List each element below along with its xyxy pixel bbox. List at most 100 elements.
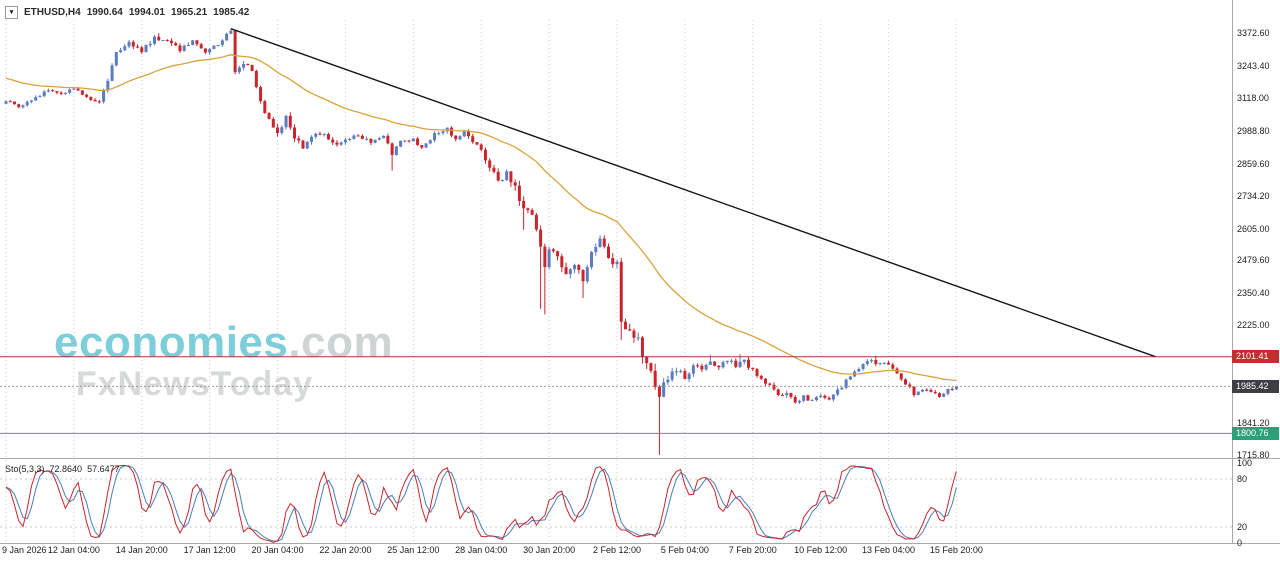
time-tick-label: 7 Feb 20:00 [728, 545, 777, 555]
bear-candle-body [522, 200, 526, 209]
descending-trendline[interactable] [230, 27, 1157, 358]
bear-candle-body [899, 373, 903, 380]
bull-candle-body [399, 140, 403, 147]
bull-candle-body [878, 362, 882, 364]
bear-candle-body [619, 261, 623, 322]
time-tick-label: 9 Jan 2026 [2, 545, 47, 555]
bear-candle-body [254, 71, 258, 88]
bull-candle-body [106, 80, 110, 91]
bear-candle-body [471, 136, 475, 143]
bull-candle-body [636, 337, 640, 339]
time-axis[interactable]: 9 Jan 2026 12 Jan 04:00 14 Jan 20:00 17 Jan… [0, 545, 1232, 561]
bull-candle-body [123, 46, 127, 51]
bear-candle-body [734, 360, 738, 367]
stoch-scale-tick: 0 [1237, 538, 1243, 548]
bear-candle-body [475, 142, 479, 145]
bull-candle-body [882, 362, 886, 364]
bull-candle-body [365, 138, 369, 140]
bear-candle-body [297, 138, 301, 141]
bear-candle-body [203, 48, 207, 53]
price-axis[interactable]: 3372.60 3243.40 3118.00 2988.80 2859.60 2734.… [1232, 0, 1280, 567]
bull-candle-body [220, 40, 224, 45]
bull-candle-body [730, 360, 734, 362]
bear-candle-body [645, 356, 649, 364]
price-tick: 2734.20 [1237, 190, 1270, 201]
bull-candle-body [242, 64, 246, 68]
bull-candle-body [573, 265, 577, 270]
bear-candle-body [755, 369, 759, 376]
bear-candle-body [874, 360, 878, 364]
bear-candle-body [509, 171, 513, 183]
bull-candle-body [225, 33, 229, 41]
bull-candle-body [785, 393, 789, 396]
bear-candle-body [925, 389, 929, 391]
bear-candle-body [929, 390, 933, 392]
bear-candle-body [768, 383, 772, 385]
bull-candle-body [870, 360, 874, 362]
symbol-info-bar: ▾ ETHUSD,H4 1990.64 1994.01 1965.21 1985… [5, 6, 255, 19]
bull-candle-body [102, 90, 106, 102]
bear-candle-body [950, 388, 954, 390]
bear-candle-body [577, 265, 581, 270]
bear-candle-body [607, 246, 611, 259]
bear-candle-body [276, 127, 280, 134]
price-tick: 1715.80 [1237, 449, 1270, 460]
bull-candle-body [857, 368, 861, 372]
bull-candle-body [280, 127, 284, 134]
bear-candle-body [165, 39, 169, 41]
bear-candle-body [776, 389, 780, 396]
bear-candle-body [904, 379, 908, 385]
price-tick: 3118.00 [1237, 92, 1269, 103]
bull-candle-body [679, 371, 683, 373]
bull-candle-body [670, 371, 674, 380]
ohlc-open: 1990.64 [86, 7, 123, 18]
bear-candle-body [602, 238, 606, 247]
bear-candle-body [887, 362, 891, 365]
bull-candle-body [458, 136, 462, 140]
moving-average-line[interactable] [5, 54, 957, 382]
bear-candle-body [747, 359, 751, 368]
bear-candle-body [157, 36, 161, 41]
bull-candle-body [4, 101, 8, 104]
bear-candle-body [93, 99, 97, 102]
bull-candle-body [920, 389, 924, 392]
bear-candle-body [335, 142, 339, 145]
bull-candle-body [68, 89, 72, 93]
bear-candle-body [530, 210, 534, 215]
bull-candle-body [216, 44, 220, 46]
bull-candle-body [831, 394, 835, 400]
indicator-label: Sto(5,3,3) 72.8640 57.6477 [5, 464, 125, 474]
bear-candle-body [17, 104, 21, 108]
ohlc-low: 1965.21 [171, 7, 208, 18]
price-tick: 2605.00 [1237, 223, 1270, 234]
bear-candle-body [331, 139, 335, 143]
bear-candle-body [827, 397, 831, 400]
bear-candle-body [450, 127, 454, 136]
bear-candle-body [246, 64, 250, 66]
symbol-label: ETHUSD,H4 [24, 7, 81, 18]
bull-candle-body [314, 133, 318, 137]
bear-candle-body [454, 135, 458, 140]
bull-candle-body [29, 100, 33, 102]
time-tick-label: 5 Feb 04:00 [660, 545, 709, 555]
bear-candle-body [140, 47, 144, 53]
bear-candle-body [632, 330, 636, 338]
time-tick-label: 30 Jan 20:00 [523, 545, 576, 555]
bull-candle-body [666, 379, 670, 383]
bull-candle-body [72, 88, 76, 90]
collapse-triangle-icon[interactable]: ▾ [5, 6, 18, 19]
bear-candle-body [288, 115, 292, 128]
price-tick: 3243.40 [1237, 60, 1270, 71]
bear-candle-body [496, 171, 500, 181]
bull-candle-body [814, 397, 818, 400]
bear-candle-body [517, 185, 521, 201]
bull-candle-body [802, 395, 806, 401]
bear-candle-body [560, 256, 564, 268]
bear-candle-body [250, 65, 254, 72]
bull-candle-body [738, 361, 742, 367]
indicator-value-main: 72.8640 [49, 464, 83, 474]
bull-candle-body [594, 246, 598, 252]
bear-candle-body [89, 96, 93, 100]
